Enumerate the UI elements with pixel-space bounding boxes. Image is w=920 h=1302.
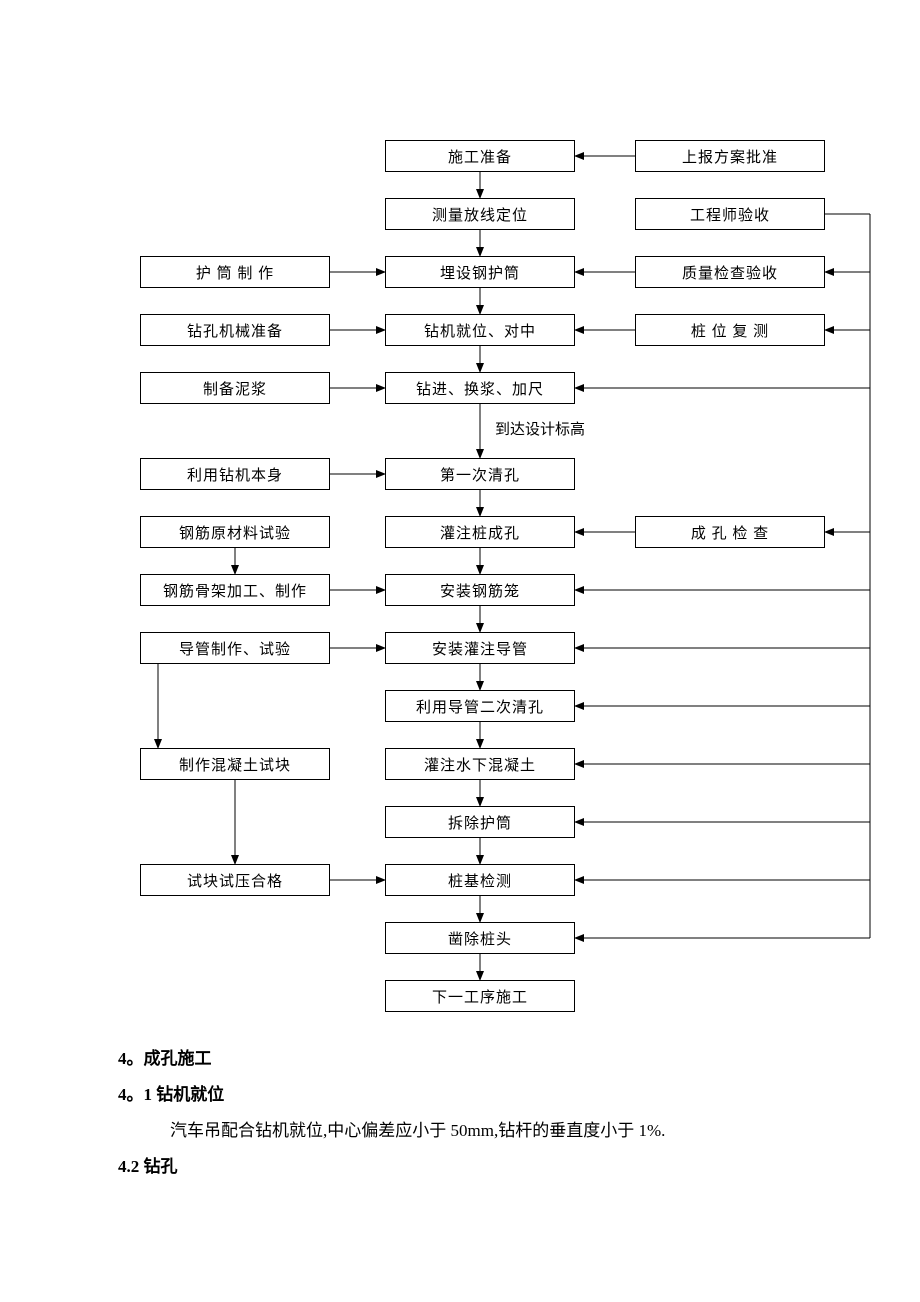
node-label: 钢筋原材料试验 [179, 522, 291, 543]
node-c5: 钻进、换浆、加尺 [385, 372, 575, 404]
node-label: 成 孔 检 查 [691, 522, 769, 543]
node-r4: 桩 位 复 测 [635, 314, 825, 346]
node-label: 灌注水下混凝土 [424, 754, 536, 775]
node-label: 制作混凝土试块 [179, 754, 291, 775]
node-c2: 测量放线定位 [385, 198, 575, 230]
node-label: 试块试压合格 [187, 870, 283, 891]
node-label: 质量检查验收 [682, 262, 778, 283]
node-r1: 上报方案批准 [635, 140, 825, 172]
mid-label: 到达设计标高 [495, 418, 585, 439]
body-text-t3: 汽车吊配合钻机就位,中心偏差应小于 50mm,钻杆的垂直度小于 1%. [170, 1116, 665, 1141]
node-label: 钢筋骨架加工、制作 [163, 580, 307, 601]
node-label: 利用钻机本身 [187, 464, 283, 485]
body-text-t4: 4.2 钻孔 [118, 1152, 178, 1177]
node-label: 凿除桩头 [448, 928, 512, 949]
node-c3: 埋设钢护筒 [385, 256, 575, 288]
node-label: 工程师验收 [690, 204, 770, 225]
node-c8: 安装钢筋笼 [385, 574, 575, 606]
node-l7: 钢筋原材料试验 [140, 516, 330, 548]
node-label: 拆除护筒 [448, 812, 512, 833]
node-l3: 护 筒 制 作 [140, 256, 330, 288]
node-label: 钻机就位、对中 [424, 320, 536, 341]
node-label: 护 筒 制 作 [196, 262, 274, 283]
node-r3: 质量检查验收 [635, 256, 825, 288]
node-c11: 灌注水下混凝土 [385, 748, 575, 780]
node-label: 钻孔机械准备 [187, 320, 283, 341]
node-label: 桩 位 复 测 [691, 320, 769, 341]
node-c15: 下一工序施工 [385, 980, 575, 1012]
node-label: 桩基检测 [448, 870, 512, 891]
node-label: 安装灌注导管 [432, 638, 528, 659]
node-c4: 钻机就位、对中 [385, 314, 575, 346]
node-label: 上报方案批准 [682, 146, 778, 167]
node-l6: 利用钻机本身 [140, 458, 330, 490]
node-label: 利用导管二次清孔 [416, 696, 544, 717]
node-label: 制备泥浆 [203, 378, 267, 399]
node-c10: 利用导管二次清孔 [385, 690, 575, 722]
node-label: 第一次清孔 [440, 464, 520, 485]
node-r7: 成 孔 检 查 [635, 516, 825, 548]
node-l9: 导管制作、试验 [140, 632, 330, 664]
node-label: 钻进、换浆、加尺 [416, 378, 544, 399]
node-c6: 第一次清孔 [385, 458, 575, 490]
node-c9: 安装灌注导管 [385, 632, 575, 664]
node-r2: 工程师验收 [635, 198, 825, 230]
node-label: 导管制作、试验 [179, 638, 291, 659]
node-l4: 钻孔机械准备 [140, 314, 330, 346]
node-label: 测量放线定位 [432, 204, 528, 225]
node-l5: 制备泥浆 [140, 372, 330, 404]
node-label: 下一工序施工 [432, 986, 528, 1007]
node-c13: 桩基检测 [385, 864, 575, 896]
body-text-t1: 4。成孔施工 [118, 1044, 212, 1069]
node-label: 埋设钢护筒 [440, 262, 520, 283]
node-label: 安装钢筋笼 [440, 580, 520, 601]
node-label: 施工准备 [448, 146, 512, 167]
node-c14: 凿除桩头 [385, 922, 575, 954]
node-c7: 灌注桩成孔 [385, 516, 575, 548]
node-c12: 拆除护筒 [385, 806, 575, 838]
body-text-t2: 4。1 钻机就位 [118, 1080, 224, 1105]
node-l13: 试块试压合格 [140, 864, 330, 896]
node-l11: 制作混凝土试块 [140, 748, 330, 780]
node-l8: 钢筋骨架加工、制作 [140, 574, 330, 606]
diagram-canvas: 施工准备测量放线定位埋设钢护筒钻机就位、对中钻进、换浆、加尺第一次清孔灌注桩成孔… [0, 0, 920, 1302]
node-c1: 施工准备 [385, 140, 575, 172]
node-label: 灌注桩成孔 [440, 522, 520, 543]
